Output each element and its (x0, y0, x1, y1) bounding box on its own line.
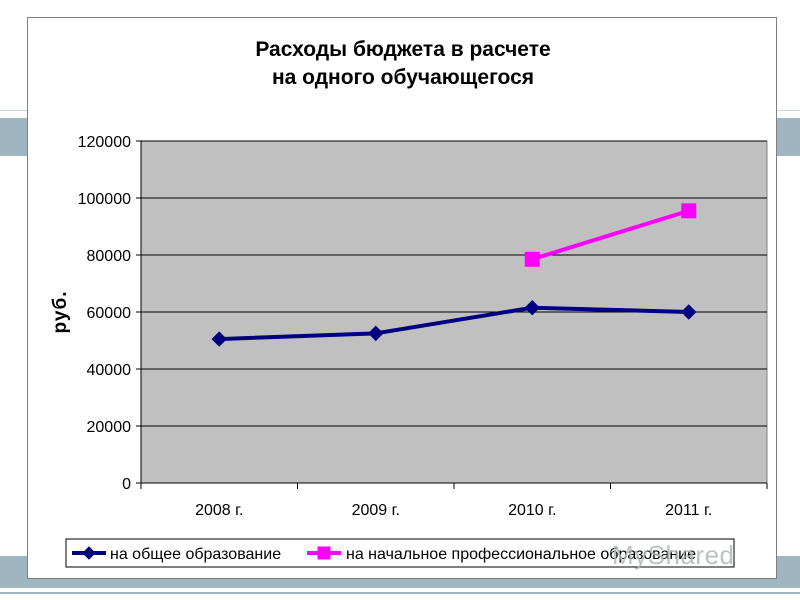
legend-marker (317, 546, 331, 560)
legend-label: на начальное профессиональное образовани… (346, 546, 696, 563)
chart-title-line: Расходы бюджета в расчете (255, 38, 550, 61)
x-tick-label: 2011 г. (665, 502, 712, 519)
y-tick-label: 120000 (78, 134, 131, 151)
y-axis-label: руб. (50, 291, 71, 334)
x-tick-label: 2009 г. (352, 502, 400, 519)
y-tick-label: 80000 (87, 248, 132, 265)
x-tick-label: 2008 г. (195, 502, 243, 519)
y-tick-label: 0 (122, 476, 131, 493)
y-tick-label: 20000 (87, 419, 132, 436)
data-point (368, 325, 384, 342)
chart-title-line: на одного обучающегося (272, 66, 534, 89)
legend-marker (82, 546, 96, 560)
data-point (524, 300, 540, 316)
watermark: MyShared (612, 540, 735, 570)
x-tick-label: 2010 г. (508, 502, 556, 519)
data-point (681, 203, 697, 219)
data-point (681, 304, 697, 320)
y-tick-label: 60000 (87, 305, 132, 322)
series-line (219, 305, 689, 342)
y-tick-label: 40000 (87, 362, 132, 379)
data-point (524, 251, 540, 267)
slide-decor-line-bottom (0, 592, 800, 594)
legend-box (65, 538, 735, 568)
legend-label: на общее образование (110, 546, 281, 563)
y-tick-label: 100000 (78, 191, 131, 208)
data-point (211, 331, 227, 347)
series-line (531, 208, 690, 262)
